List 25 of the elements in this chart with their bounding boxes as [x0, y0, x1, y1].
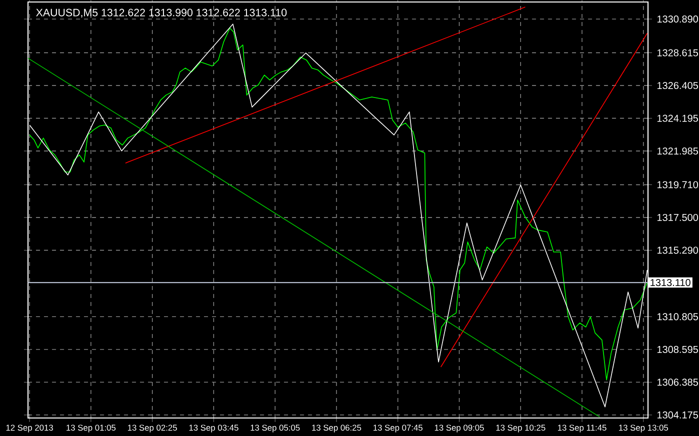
x-tick-label: 13 Sep 05:05: [250, 424, 300, 432]
y-tick-label: 1326.405: [657, 82, 698, 90]
ref-line-label: 1313.110: [650, 279, 690, 286]
y-tick-label: 1321.985: [657, 147, 698, 155]
y-tick-label: 1310.805: [657, 313, 698, 320]
y-tick-label: 1304.175: [657, 411, 698, 419]
x-tick-label: 13 Sep 01:05: [66, 424, 116, 432]
x-tick-label: 13 Sep 02:25: [128, 424, 177, 432]
x-tick-label: 13 Sep 09:05: [434, 424, 484, 432]
text: XAUUSD,M5 1312.622 1313.990 1312.622 1313.110: [36, 8, 287, 18]
x-tick-label: 12 Sep 2013: [6, 424, 53, 432]
x-tick-label: 13 Sep 03:45: [189, 424, 238, 432]
y-tick-label: 1308.595: [657, 346, 698, 354]
x-tick-label: 13 Sep 06:25: [312, 424, 362, 432]
y-tick-label: 1315.290: [657, 246, 698, 254]
x-tick-label: 13 Sep 07:45: [374, 424, 422, 432]
y-tick-label: 1306.385: [657, 378, 698, 386]
x-tick-label: 13 Sep 13:05: [619, 424, 668, 432]
y-tick-label: 1328.615: [657, 49, 698, 56]
x-tick-label: 13 Sep 11:45: [558, 424, 606, 432]
y-tick-label: 1319.710: [657, 181, 698, 188]
y-tick-label: 1324.195: [657, 114, 698, 122]
y-tick-label: 1330.890: [657, 15, 698, 23]
x-tick-label: 13 Sep 10:25: [496, 424, 546, 432]
y-tick-label: 1317.500: [657, 214, 698, 222]
